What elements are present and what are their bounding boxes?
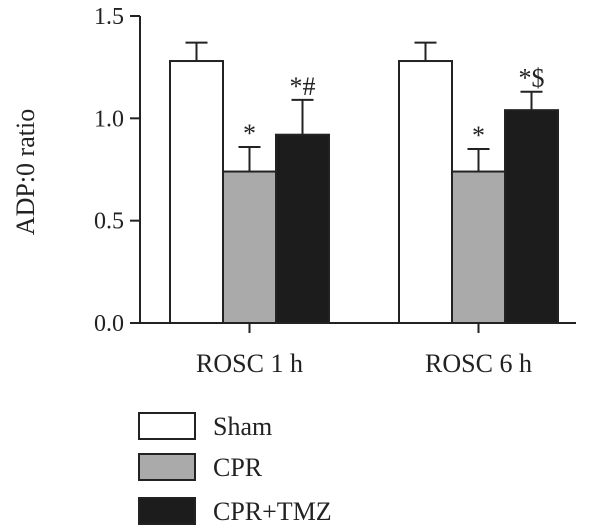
y-tick-label: 0.5 [94,209,124,235]
bar [222,170,277,324]
significance-marker: * [472,121,485,150]
bar [504,109,559,324]
legend-swatch [138,453,196,481]
y-tick-label: 1.5 [94,4,124,30]
legend-label: CPR+TMZ [213,497,332,526]
legend: Sham CPR CPR+TMZ [138,412,332,526]
legend-label: Sham [213,412,272,441]
x-axis: ROSC 1 h ROSC 6 h [140,322,576,378]
x-tick-label: ROSC 1 h [196,349,303,378]
y-axis-label: ADP:0 ratio [11,109,40,235]
significance-marker: * [243,119,256,148]
legend-label: CPR [213,453,263,482]
bar [275,133,330,324]
bar [169,60,224,324]
y-axis: 0.0 0.5 1.0 1.5 [94,4,141,337]
y-tick-label: 0.0 [94,311,124,337]
bar [398,60,453,324]
legend-swatch [138,412,196,440]
significance-marker: *$ [519,64,545,93]
legend-swatch [138,497,196,525]
y-tick-label: 1.0 [94,106,124,132]
significance-marker: *# [290,72,316,101]
bars-group: * *# * *$ [169,41,559,324]
x-tick-label: ROSC 6 h [425,349,532,378]
bar [451,170,506,324]
